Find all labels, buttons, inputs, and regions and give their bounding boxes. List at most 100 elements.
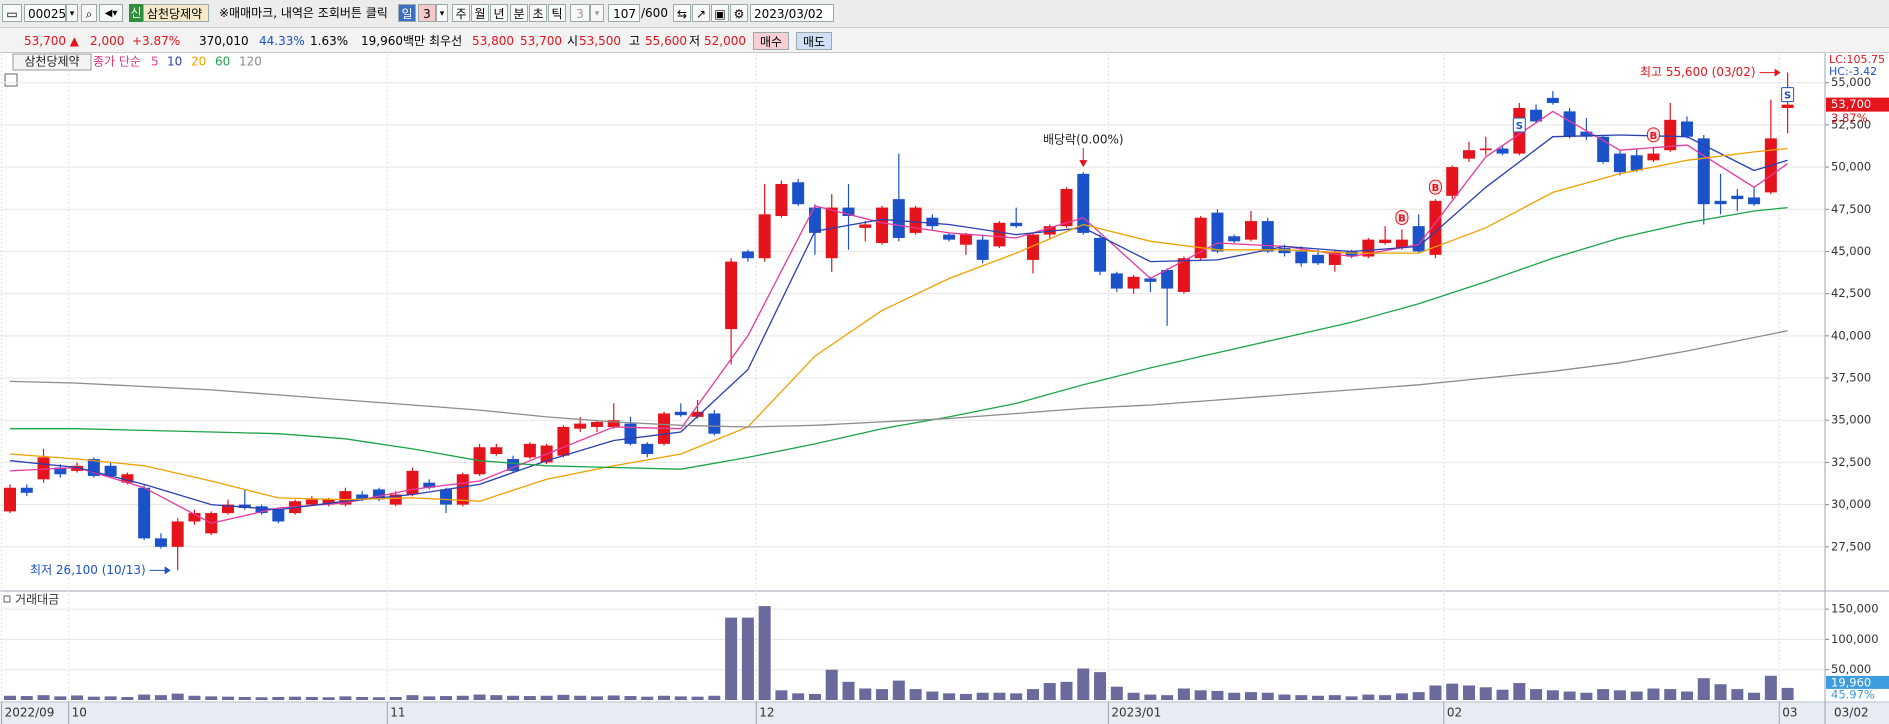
period-dropdown[interactable]: ▾	[590, 4, 604, 22]
volume-bar	[993, 692, 1006, 700]
volume-bar	[54, 696, 67, 700]
volume-bar	[1697, 678, 1710, 700]
annotation-arrowhead	[1079, 160, 1088, 168]
candle-body	[1177, 258, 1190, 292]
signal-label: B	[1398, 214, 1406, 225]
volume-bar	[1194, 690, 1207, 700]
ma-label: 종가 단순	[93, 55, 141, 69]
candle-body	[1630, 155, 1643, 171]
volume-bar	[909, 689, 922, 700]
volume-bar	[406, 695, 419, 700]
volume-bar	[1580, 692, 1593, 700]
candle-body	[1261, 221, 1274, 252]
volume-bar	[1312, 695, 1325, 700]
volume-bar	[1731, 689, 1744, 700]
volume-bar	[37, 695, 50, 700]
y-tick-label: 50,000	[1831, 160, 1871, 174]
sell-button[interactable]: 매도	[796, 32, 832, 50]
period-button[interactable]: 년	[490, 4, 508, 22]
candle-body	[959, 234, 972, 245]
candle-body	[154, 538, 167, 547]
x-tick-label: 12	[759, 706, 774, 720]
signal-marker	[1428, 179, 1442, 195]
annotation-arrowhead	[164, 566, 171, 575]
search-button[interactable]: ⌕	[81, 4, 97, 22]
volume-bar	[976, 692, 989, 700]
volume-bar	[1748, 692, 1761, 700]
volume-ratio: 44.33%	[259, 34, 305, 48]
volume-icon[interactable]	[3, 595, 11, 603]
candle-body	[993, 222, 1006, 247]
candle-body	[1379, 239, 1392, 244]
volume-bar	[1278, 694, 1291, 700]
panel-icon[interactable]	[4, 73, 18, 87]
candle-body	[624, 423, 637, 444]
candle-body	[1060, 189, 1073, 227]
period-button[interactable]: 3	[570, 4, 590, 22]
candle-body	[490, 447, 503, 454]
period-button[interactable]: 틱	[548, 4, 566, 22]
candle-body	[1312, 254, 1325, 264]
tool-icon[interactable]: ⚙	[730, 4, 748, 22]
candle-body	[691, 411, 704, 417]
candle-body	[1278, 248, 1291, 254]
best-ask: 53,800	[472, 34, 514, 48]
volume-bar	[540, 695, 553, 700]
candle-body	[641, 443, 654, 454]
volume-bar	[1127, 692, 1140, 700]
candle-body	[1697, 138, 1710, 205]
code-dropdown[interactable]: ▾	[66, 4, 78, 22]
candle-body	[423, 482, 436, 488]
candle-body	[71, 465, 84, 471]
sound-button[interactable]: ◀▾	[99, 4, 123, 22]
y-tick-label: 35,000	[1831, 413, 1871, 427]
volume-bar	[892, 680, 905, 700]
candle-body	[305, 499, 318, 505]
y-tick-label: 45,000	[1831, 244, 1871, 258]
period-dropdown[interactable]: ▾	[436, 4, 448, 22]
volume-bar	[1161, 695, 1174, 700]
candle-body	[1714, 200, 1727, 205]
buy-button[interactable]: 매수	[753, 32, 789, 50]
volume-bar	[1513, 683, 1526, 700]
volume-bar	[1479, 687, 1492, 700]
volume-bar	[238, 696, 251, 700]
tool-icon[interactable]: ↗	[692, 4, 710, 22]
period-button[interactable]: 초	[529, 4, 547, 22]
candle-body	[188, 513, 201, 522]
code-input[interactable]: 000250	[24, 4, 74, 22]
candle-body	[674, 411, 687, 416]
volume-bar	[1295, 695, 1308, 700]
quote-row: 53,700 ▲ 2,000 +3.87% 370,010 44.33% 1.6…	[0, 28, 1889, 53]
volume-bar	[1362, 694, 1375, 700]
volume-bar	[104, 696, 117, 700]
volume-bar	[305, 696, 318, 700]
period-button[interactable]: 월	[471, 4, 489, 22]
period-button[interactable]: 분	[510, 4, 528, 22]
period-button[interactable]: 주	[452, 4, 470, 22]
volume-bar	[1228, 692, 1241, 700]
panel-title: 삼천당제약	[24, 54, 79, 69]
period-button[interactable]: 3	[418, 4, 436, 22]
date-label: 03/02	[1834, 706, 1869, 720]
candle-body	[792, 182, 805, 205]
volume-bar	[1546, 690, 1559, 700]
date-input[interactable]: 2023/03/02	[750, 4, 834, 22]
candle-body	[1161, 270, 1174, 289]
tool-icon[interactable]: ▣	[711, 4, 729, 22]
tool-icon[interactable]: ⇆	[673, 4, 691, 22]
menu-icon[interactable]: ▭	[2, 4, 22, 22]
volume-bar	[1328, 695, 1341, 700]
y-tick-label: 27,500	[1831, 539, 1871, 553]
count-input[interactable]: 107	[608, 4, 640, 22]
candle-body	[1563, 111, 1576, 137]
period-button[interactable]: 일	[398, 4, 416, 22]
notice: ※매매마크, 내역은 조회버튼 클릭	[219, 6, 388, 20]
volume-bar	[1110, 686, 1123, 700]
candle-body	[440, 489, 453, 505]
candle-body	[1211, 212, 1224, 252]
candle-body	[1295, 251, 1308, 264]
open: 53,500	[579, 34, 621, 48]
stock-name[interactable]: 삼천당제약	[143, 4, 209, 22]
